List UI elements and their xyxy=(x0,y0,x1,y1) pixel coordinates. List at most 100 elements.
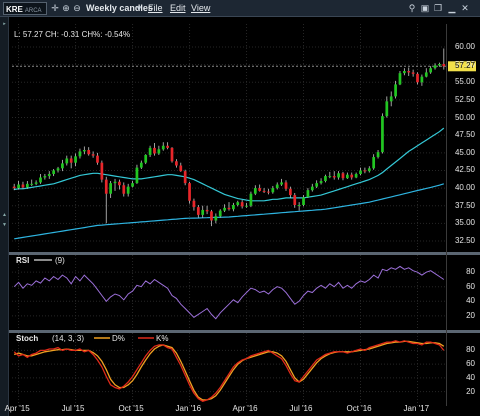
price-axis-label: 52.50 xyxy=(454,94,475,104)
price-axis-label: 40.00 xyxy=(454,183,475,193)
restore-icon[interactable]: ❐ xyxy=(433,3,443,13)
candle-body xyxy=(438,63,441,66)
candle-body xyxy=(52,170,56,174)
stoch-axis-label: 60 xyxy=(466,359,475,369)
candle-body xyxy=(148,147,152,155)
chevron-down-icon[interactable]: ▾ xyxy=(136,3,142,13)
candle-body xyxy=(398,73,402,85)
panel-separator xyxy=(9,252,480,255)
candle-body xyxy=(319,181,323,184)
candle-body xyxy=(25,183,29,188)
candle-body xyxy=(280,182,283,185)
candle-body xyxy=(240,202,244,207)
candle-body xyxy=(183,171,187,184)
collapse-icon[interactable]: ▸ xyxy=(3,21,6,27)
stoch-d-line xyxy=(14,340,445,401)
rsi-axis-label: 20 xyxy=(466,310,475,320)
price-axis-label: 37.50 xyxy=(454,200,475,210)
candle-body xyxy=(232,204,235,210)
candle-body xyxy=(354,173,358,178)
search-icon[interactable]: ⚲ xyxy=(408,3,416,13)
menu-file[interactable]: File xyxy=(148,3,163,13)
candle-body xyxy=(337,173,340,178)
ma-slow-line xyxy=(14,183,444,240)
candle-body xyxy=(350,174,354,178)
candle-body xyxy=(214,216,218,221)
price-axis-label: 50.00 xyxy=(454,112,475,122)
price-info-line: L: 57.27 CH: -0.31 CH%: -0.54% xyxy=(14,30,131,39)
candle-body xyxy=(188,183,191,201)
grid-lines xyxy=(12,24,476,406)
price-candles xyxy=(12,48,446,227)
lock-icon[interactable]: ▣ xyxy=(420,3,430,13)
candle-body xyxy=(407,71,411,73)
candle-body xyxy=(394,84,397,97)
period-selector[interactable]: Weekly candles xyxy=(86,3,153,13)
menu-edit[interactable]: Edit xyxy=(170,3,186,13)
candle-body xyxy=(245,205,248,207)
candle-body xyxy=(372,157,376,169)
candle-body xyxy=(135,167,139,184)
candle-body xyxy=(306,190,310,198)
time-axis-label: Jul '15 xyxy=(61,404,85,413)
candle-body xyxy=(429,68,433,73)
rsi-axis-label: 40 xyxy=(466,296,475,306)
moving-averages xyxy=(14,127,445,240)
candle-body xyxy=(65,158,69,164)
candle-body xyxy=(139,162,143,168)
candle-body xyxy=(227,207,231,210)
price-axis-label: 47.50 xyxy=(454,130,475,140)
close-icon[interactable]: ✕ xyxy=(461,3,469,13)
panel-separator xyxy=(9,330,480,333)
candle-body xyxy=(223,207,226,211)
candle-body xyxy=(34,182,38,184)
candle-body xyxy=(131,183,134,187)
candle-body xyxy=(47,173,51,177)
candle-body xyxy=(284,182,288,189)
candle-body xyxy=(293,195,297,205)
candle-body xyxy=(424,72,428,77)
rsi-line xyxy=(13,265,445,320)
symbol-field[interactable]: KRE ARCA xyxy=(3,2,47,15)
price-axis-label: 60.00 xyxy=(454,42,475,52)
candle-body xyxy=(433,65,437,69)
exchange-text: ARCA xyxy=(24,8,42,14)
candle-body xyxy=(179,165,183,172)
candle-body xyxy=(275,184,279,189)
stoch-params: (14, 3, 3) xyxy=(52,334,85,343)
stoch-axis-label: 20 xyxy=(466,386,475,396)
scroll-down-icon[interactable]: ▼ xyxy=(2,222,7,228)
candle-body xyxy=(192,200,196,208)
stoch-d-label: D% xyxy=(112,334,125,343)
time-axis-label: Oct '15 xyxy=(118,404,144,413)
chart-toolbar: KRE ARCA ✛ ⊕ ⊖ Weekly candles ▾ File Edit… xyxy=(0,0,480,17)
candle-body xyxy=(74,156,77,163)
zoom-out-icon[interactable]: ⊖ xyxy=(73,3,81,13)
candle-body xyxy=(262,190,266,192)
candle-body xyxy=(249,193,253,206)
menu-view[interactable]: View xyxy=(191,3,211,13)
candle-body xyxy=(161,145,165,150)
left-control-strip: ▸ ▲ ▼ xyxy=(0,17,9,416)
candle-body xyxy=(324,176,327,182)
candle-body xyxy=(328,176,332,178)
candle-body xyxy=(21,184,25,188)
zoom-in-icon[interactable]: ⊕ xyxy=(62,3,70,13)
candle-body xyxy=(289,188,292,196)
price-axis-label: 32.50 xyxy=(454,235,475,245)
rsi-axis-label: 60 xyxy=(466,281,475,291)
candle-body xyxy=(310,186,314,191)
candle-body xyxy=(118,181,121,186)
scroll-up-icon[interactable]: ▲ xyxy=(2,212,7,218)
candle-body xyxy=(17,184,20,189)
candle-body xyxy=(69,158,73,163)
candle-body xyxy=(420,76,424,83)
crosshair-icon[interactable]: ✛ xyxy=(51,3,59,13)
candle-body xyxy=(175,161,178,166)
minimize-icon[interactable]: ▁ xyxy=(448,3,456,13)
candle-body xyxy=(346,174,349,179)
time-axis-label: Jan '16 xyxy=(175,404,202,413)
candle-body xyxy=(253,188,257,194)
candle-body xyxy=(258,188,262,191)
symbol-text: KRE xyxy=(6,5,23,14)
